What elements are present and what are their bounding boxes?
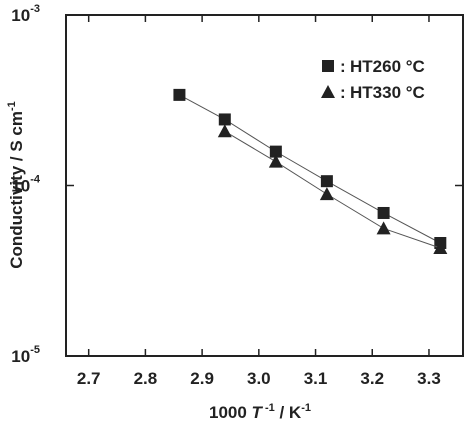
legend: : HT260 °C: HT330 °C	[321, 57, 425, 102]
fit-line	[179, 94, 441, 244]
marker-square	[269, 145, 282, 158]
x-tick-label: 2.7	[77, 369, 101, 388]
x-tick-label: 3.1	[304, 369, 328, 388]
marker-triangle	[319, 187, 334, 201]
marker-square	[320, 175, 333, 188]
y-tick-exponent: -5	[30, 344, 40, 356]
fit-line	[224, 130, 441, 249]
y-tick-base: 10	[11, 347, 30, 366]
marker-triangle	[268, 154, 283, 168]
y-tick-exponent: -3	[30, 3, 40, 15]
y-tick-exponent: -4	[30, 174, 41, 186]
marker-triangle	[321, 85, 335, 98]
legend-label: HT260 °C	[350, 57, 425, 76]
y-tick-label: 10-5	[11, 344, 40, 366]
marker-triangle	[433, 240, 448, 254]
y-tick-base: 10	[11, 6, 30, 25]
marker-triangle	[217, 124, 232, 138]
marker-square	[173, 88, 186, 101]
legend-separator: :	[340, 83, 346, 102]
y-tick-label: 10-4	[11, 174, 41, 196]
x-tick-label: 3.2	[360, 369, 384, 388]
legend-label: HT330 °C	[350, 83, 425, 102]
marker-triangle	[376, 221, 391, 235]
x-tick-label: 2.9	[190, 369, 214, 388]
y-tick-base: 10	[11, 177, 30, 196]
marker-square	[322, 60, 334, 72]
marker-square	[377, 206, 390, 219]
x-tick-label: 2.8	[134, 369, 158, 388]
x-axis-label: 1000 T -1 / K-1	[209, 402, 311, 422]
marker-square	[218, 113, 231, 126]
x-tick-label: 3.3	[417, 369, 441, 388]
x-tick-label: 3.0	[247, 369, 271, 388]
legend-separator: :	[340, 57, 346, 76]
y-tick-label: 10-3	[11, 3, 40, 25]
y-axis-label: Conductivity / S cm-1	[6, 101, 26, 269]
